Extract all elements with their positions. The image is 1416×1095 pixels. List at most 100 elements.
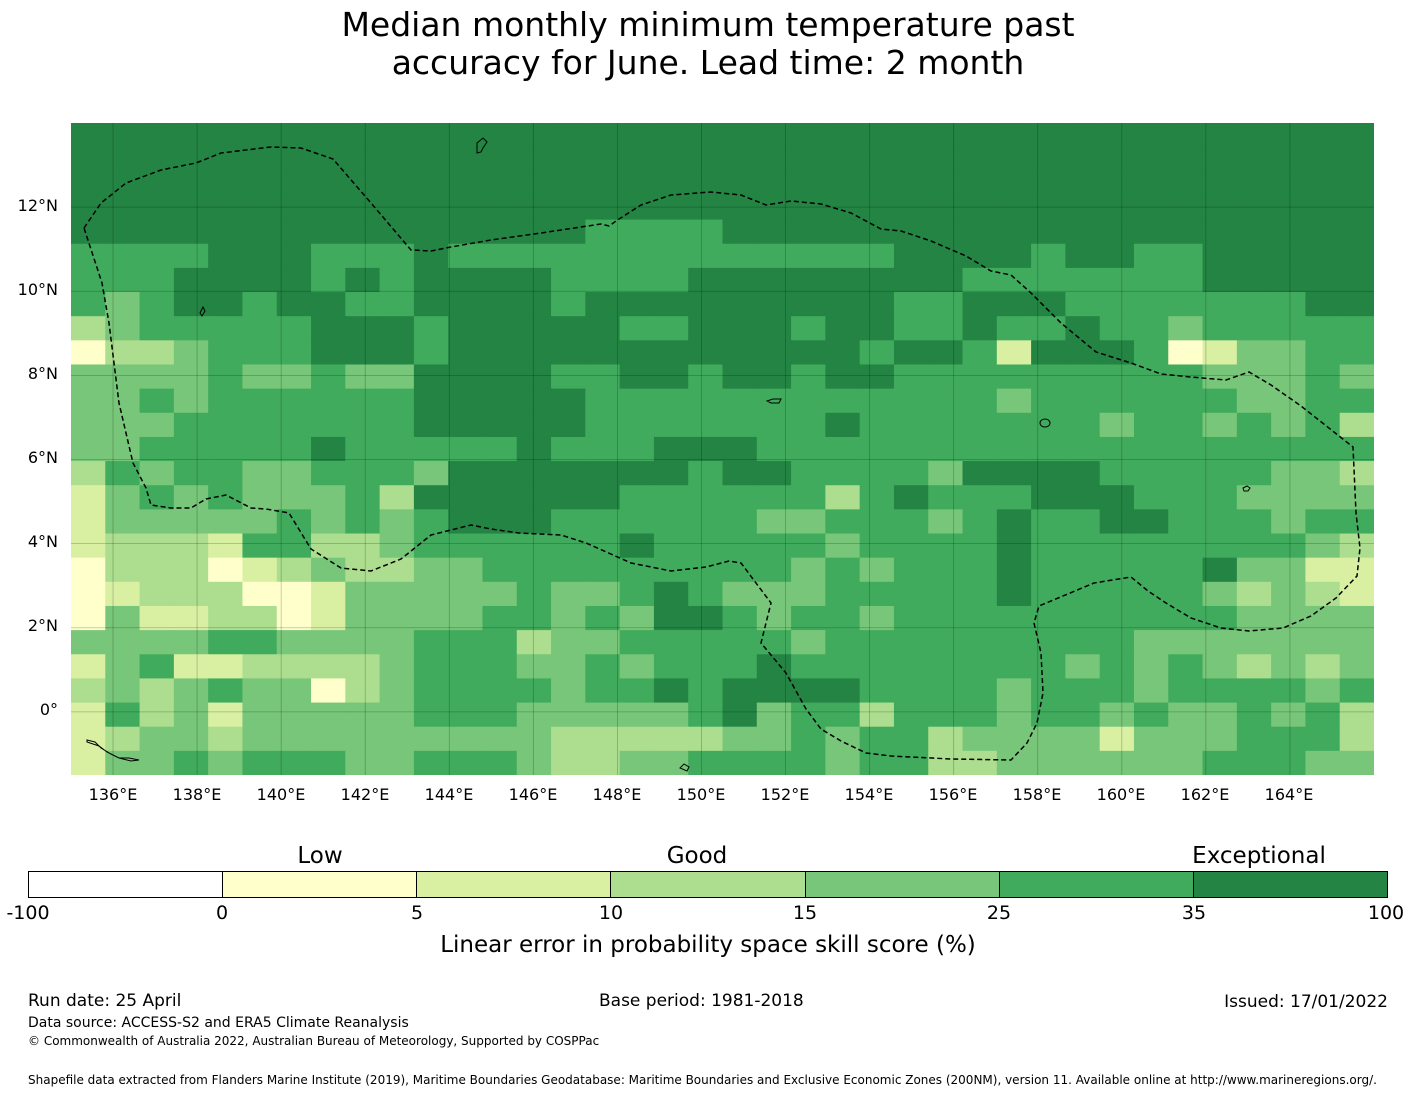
grid-cell <box>448 364 484 390</box>
grid-cell <box>619 485 655 510</box>
grid-cell <box>653 461 689 486</box>
grid-cell <box>448 750 484 775</box>
grid-cell <box>585 726 621 752</box>
grid-cell <box>1168 581 1204 607</box>
grid-cell <box>311 485 346 510</box>
grid-cell <box>379 195 415 221</box>
grid-cell <box>242 243 278 269</box>
grid-cell <box>825 171 861 197</box>
grid-cell <box>928 702 964 728</box>
grid-cell <box>756 605 792 631</box>
grid-cell <box>756 533 792 559</box>
grid-cell <box>653 243 689 269</box>
grid-cell <box>276 630 312 655</box>
grid-cell <box>173 195 209 221</box>
grid-cell <box>448 436 484 462</box>
grid-cell <box>173 702 209 728</box>
grid-cell <box>585 461 621 486</box>
grid-cell <box>139 292 175 317</box>
grid-cell <box>71 292 106 317</box>
grid-cell <box>893 316 929 341</box>
grid-cell <box>1271 243 1307 269</box>
grid-cell <box>413 485 449 510</box>
grid-cell <box>1305 388 1341 414</box>
grid-cell <box>311 750 346 775</box>
grid-cell <box>413 171 449 197</box>
grid-cell <box>173 316 209 341</box>
grid-cell <box>379 219 415 245</box>
grid-cell <box>619 195 655 221</box>
grid-cell <box>619 340 655 366</box>
grid-cell <box>1271 581 1307 607</box>
grid-cell <box>1271 436 1307 462</box>
grid-cell <box>482 461 518 486</box>
grid-cell <box>962 702 998 728</box>
grid-cell <box>722 171 758 197</box>
colorbar-segment <box>29 872 224 897</box>
grid-cell <box>1202 316 1238 341</box>
grid-cell <box>893 678 929 704</box>
grid-cell <box>379 581 415 607</box>
lon-tick-label: 136°E <box>88 785 138 804</box>
grid-cell <box>276 316 312 341</box>
grid-cell <box>551 630 586 655</box>
grid-cell <box>825 340 861 366</box>
grid-cell <box>276 147 312 172</box>
grid-cell <box>1099 557 1135 583</box>
grid-cell <box>1168 533 1204 559</box>
grid-cell <box>516 340 552 366</box>
grid-cell <box>859 171 895 197</box>
grid-cell <box>825 533 861 559</box>
grid-cell <box>311 678 346 704</box>
grid-cell <box>928 533 964 559</box>
grid-cell <box>1236 147 1272 172</box>
grid-cell <box>1133 292 1169 317</box>
lat-tick-label: 6°N <box>27 448 58 467</box>
grid-cell <box>105 219 141 245</box>
grid-cell <box>722 364 758 390</box>
grid-cell <box>756 171 792 197</box>
grid-cell <box>859 461 895 486</box>
grid-cell <box>345 436 381 462</box>
grid-cell <box>1099 509 1135 535</box>
grid-cell <box>688 630 724 655</box>
grid-cell <box>1202 412 1238 438</box>
grid-cell <box>448 147 484 172</box>
grid-cell <box>996 195 1032 221</box>
grid-cell <box>1168 630 1204 655</box>
grid-cell <box>311 581 346 607</box>
grid-cell <box>1236 533 1272 559</box>
grid-cell <box>71 267 106 293</box>
grid-cell <box>139 436 175 462</box>
grid-cell <box>551 750 586 775</box>
grid-cell <box>105 654 141 680</box>
grid-cell <box>1236 412 1272 438</box>
grid-cell <box>1305 702 1341 728</box>
grid-cell <box>893 750 929 775</box>
grid-cell <box>105 123 141 148</box>
grid-cell <box>1305 364 1341 390</box>
grid-cell <box>208 654 244 680</box>
grid-cell <box>1031 485 1066 510</box>
grid-cell <box>1202 219 1238 245</box>
grid-cell <box>791 147 826 172</box>
grid-cell <box>482 195 518 221</box>
grid-cell <box>1339 605 1374 631</box>
grid-cell <box>71 364 106 390</box>
grid-cell <box>1202 436 1238 462</box>
grid-cell <box>242 292 278 317</box>
grid-cell <box>1202 340 1238 366</box>
grid-cell <box>653 509 689 535</box>
grid-cell <box>996 750 1032 775</box>
grid-cell <box>139 364 175 390</box>
grid-cell <box>722 678 758 704</box>
grid-cell <box>1031 219 1066 245</box>
grid-cell <box>825 195 861 221</box>
grid-cell <box>619 171 655 197</box>
grid-cell <box>1099 436 1135 462</box>
grid-cell <box>722 243 758 269</box>
grid-cell <box>516 605 552 631</box>
grid-cell <box>1305 485 1341 510</box>
grid-cell <box>105 292 141 317</box>
grid-cell <box>379 654 415 680</box>
